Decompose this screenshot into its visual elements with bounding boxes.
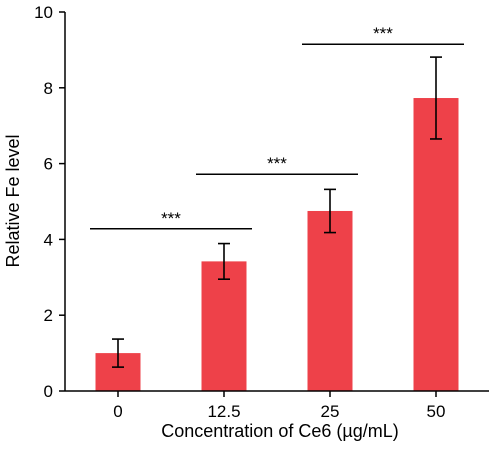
x-tick-label: 50 (427, 402, 446, 421)
y-tick-label: 8 (44, 79, 53, 98)
error-bar-50 (430, 56, 442, 140)
error-bars-layer (112, 56, 442, 368)
y-axis-label: Relative Fe level (3, 134, 23, 267)
error-bar-12-5 (218, 242, 230, 280)
y-tick-label: 0 (44, 382, 53, 401)
significance-marker-2: *** (196, 154, 358, 175)
bar-25 (307, 210, 353, 391)
x-tick-label: 25 (321, 402, 340, 421)
x-axis-label: Concentration of Ce6 (µg/mL) (161, 421, 398, 441)
error-bar-25 (324, 188, 336, 234)
x-ticks-layer: 0 12.5 25 50 (113, 391, 445, 421)
x-tick-label: 12.5 (207, 402, 240, 421)
error-bar-0 (112, 338, 124, 368)
axes-layer (64, 12, 489, 392)
significance-layer: *** *** *** (90, 24, 464, 230)
y-tick-label: 4 (44, 230, 53, 249)
bars-layer (95, 98, 459, 392)
bar-50 (413, 98, 459, 392)
x-tick-label: 0 (113, 402, 122, 421)
significance-label: *** (373, 24, 393, 43)
y-tick-label: 2 (44, 306, 53, 325)
bar-12-5 (201, 261, 247, 391)
significance-label: *** (161, 209, 181, 228)
significance-label: *** (267, 154, 287, 173)
significance-marker-1: *** (90, 209, 252, 230)
significance-marker-3: *** (302, 24, 464, 45)
y-tick-label: 10 (34, 3, 53, 22)
y-tick-label: 6 (44, 155, 53, 174)
y-ticks-layer: 0 2 4 6 8 10 (34, 3, 65, 401)
